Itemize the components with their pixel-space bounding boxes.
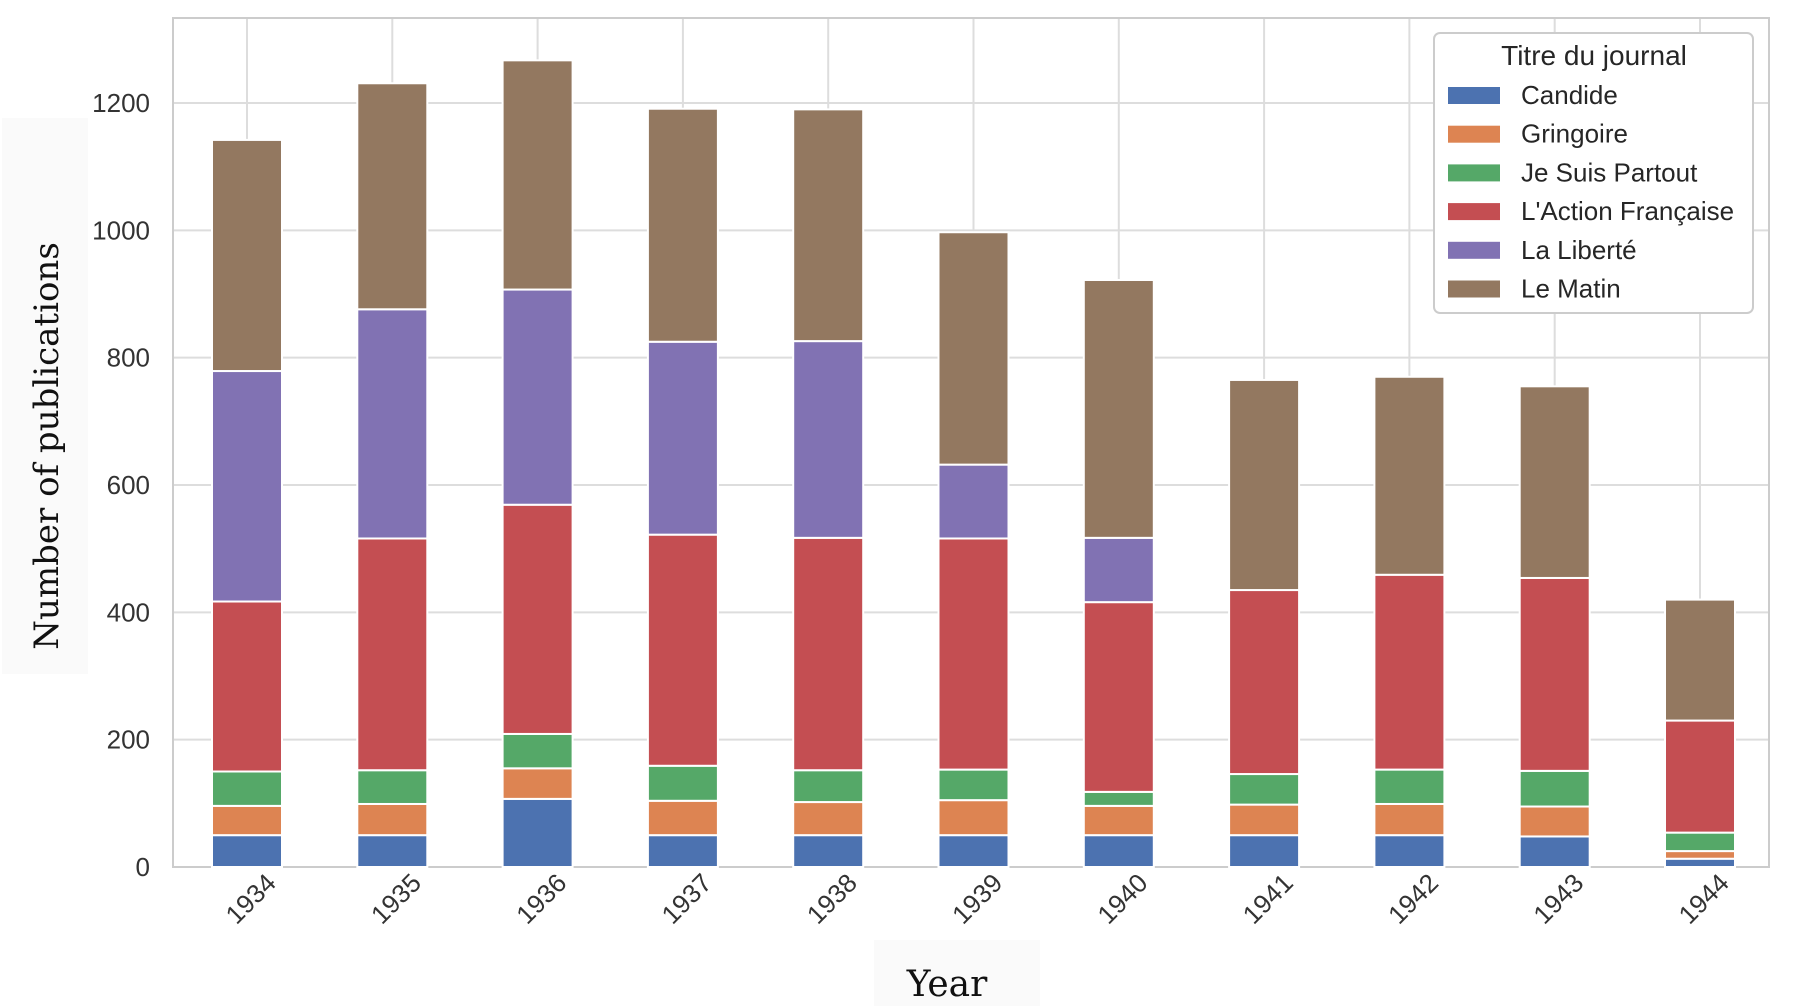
legend-swatch: [1448, 164, 1500, 182]
legend-swatch: [1448, 203, 1500, 221]
bar-segment: [501, 59, 574, 291]
legend-swatch: [1448, 241, 1500, 259]
bar-segment: [1664, 831, 1736, 853]
bar-segment: [211, 804, 283, 837]
y-tick-label: 1200: [92, 88, 150, 118]
y-tick-label: 0: [136, 852, 150, 882]
bar-segment: [211, 138, 283, 373]
bar-segment: [1664, 850, 1736, 860]
legend-items: Candide Gringoire Je Suis Partout L'Action …: [1448, 80, 1734, 304]
bar-segment: [501, 767, 574, 800]
y-tick-labels: 0 200 400 600 800 1000 1200: [92, 88, 150, 882]
bar-segment: [501, 732, 574, 770]
legend-box: [1433, 32, 1754, 314]
y-tick-label: 1000: [92, 215, 150, 245]
bar-segment: [792, 536, 865, 772]
bar-segment: [1373, 768, 1446, 805]
bar-segment: [1518, 576, 1591, 772]
bar-segment: [646, 533, 719, 767]
bar-segment: [792, 769, 865, 804]
bar-segment: [1228, 803, 1301, 837]
legend-label: Gringoire: [1521, 119, 1628, 149]
bar-segment: [501, 797, 574, 868]
bar-segment: [356, 802, 429, 837]
bar-segment: [1228, 834, 1301, 869]
bar-segment: [1373, 802, 1446, 837]
bar-segment: [501, 503, 574, 735]
bar-segment: [646, 340, 719, 536]
y-axis-title: Number of publications: [27, 242, 67, 650]
bar-segment: [937, 768, 1010, 802]
bar-segment: [646, 107, 719, 343]
bar-segment: [211, 770, 283, 807]
bar-segment: [356, 82, 429, 311]
legend: Titre du journal Candide Gringoire Je Suis…: [1433, 32, 1754, 314]
bar-segment: [937, 231, 1010, 466]
bar-segment: [1228, 378, 1301, 592]
bar-segment: [1082, 834, 1155, 869]
bar-segment: [501, 288, 574, 506]
bar-segment: [1373, 573, 1446, 771]
bar-segment: [937, 463, 1010, 540]
bar-segment: [646, 834, 719, 869]
bar-segment: [937, 537, 1010, 771]
bar-segment: [646, 799, 719, 837]
x-axis-title: Year: [906, 964, 988, 1005]
bar-segment: [211, 370, 283, 603]
bar-segment: [937, 834, 1010, 869]
y-tick-label: 200: [107, 725, 150, 755]
bar-segment: [1518, 835, 1591, 869]
bar-segment: [356, 769, 429, 805]
bar-segment: [1228, 773, 1301, 806]
bar-segment: [1082, 536, 1155, 604]
legend-swatch: [1448, 125, 1500, 143]
legend-label: L'Action Française: [1521, 196, 1734, 226]
bar-segment: [646, 764, 719, 802]
legend-label: Le Matin: [1521, 274, 1621, 304]
legend-swatch: [1448, 87, 1500, 104]
bar-segment: [792, 801, 865, 837]
bar-segment: [1082, 804, 1155, 837]
bar-segment: [1082, 601, 1155, 793]
bar-segment: [792, 340, 865, 539]
y-tick-label: 600: [107, 470, 150, 500]
bar-segment: [792, 108, 865, 343]
bars: [211, 59, 1736, 869]
bar-segment: [1664, 719, 1736, 834]
bar-segment: [1228, 589, 1301, 776]
legend-label: Je Suis Partout: [1521, 157, 1698, 187]
x-axis-title-backdrop: [874, 940, 1040, 1006]
bar-segment: [211, 600, 283, 773]
y-axis-title-backdrop: [2, 118, 88, 674]
legend-swatch: [1448, 280, 1500, 298]
bar-segment: [356, 537, 429, 772]
bar-segment: [356, 308, 429, 540]
y-tick-label: 400: [107, 597, 150, 627]
bar-segment: [1082, 278, 1155, 539]
bar-segment: [1664, 857, 1736, 868]
bar-segment: [1082, 790, 1155, 807]
legend-label: Candide: [1521, 80, 1618, 110]
bar-segment: [1373, 375, 1446, 576]
bar-segment: [356, 834, 429, 869]
bar-segment: [1664, 598, 1736, 722]
bar-segment: [1518, 385, 1591, 579]
bar-segment: [211, 834, 283, 869]
legend-title: Titre du journal: [1501, 40, 1687, 71]
bar-segment: [1373, 834, 1446, 869]
bar-segment: [1518, 769, 1591, 808]
legend-label: La Liberté: [1521, 235, 1637, 265]
bar-segment: [1518, 805, 1591, 838]
bar-segment: [792, 834, 865, 869]
y-tick-label: 800: [107, 343, 150, 373]
bar-segment: [937, 799, 1010, 837]
